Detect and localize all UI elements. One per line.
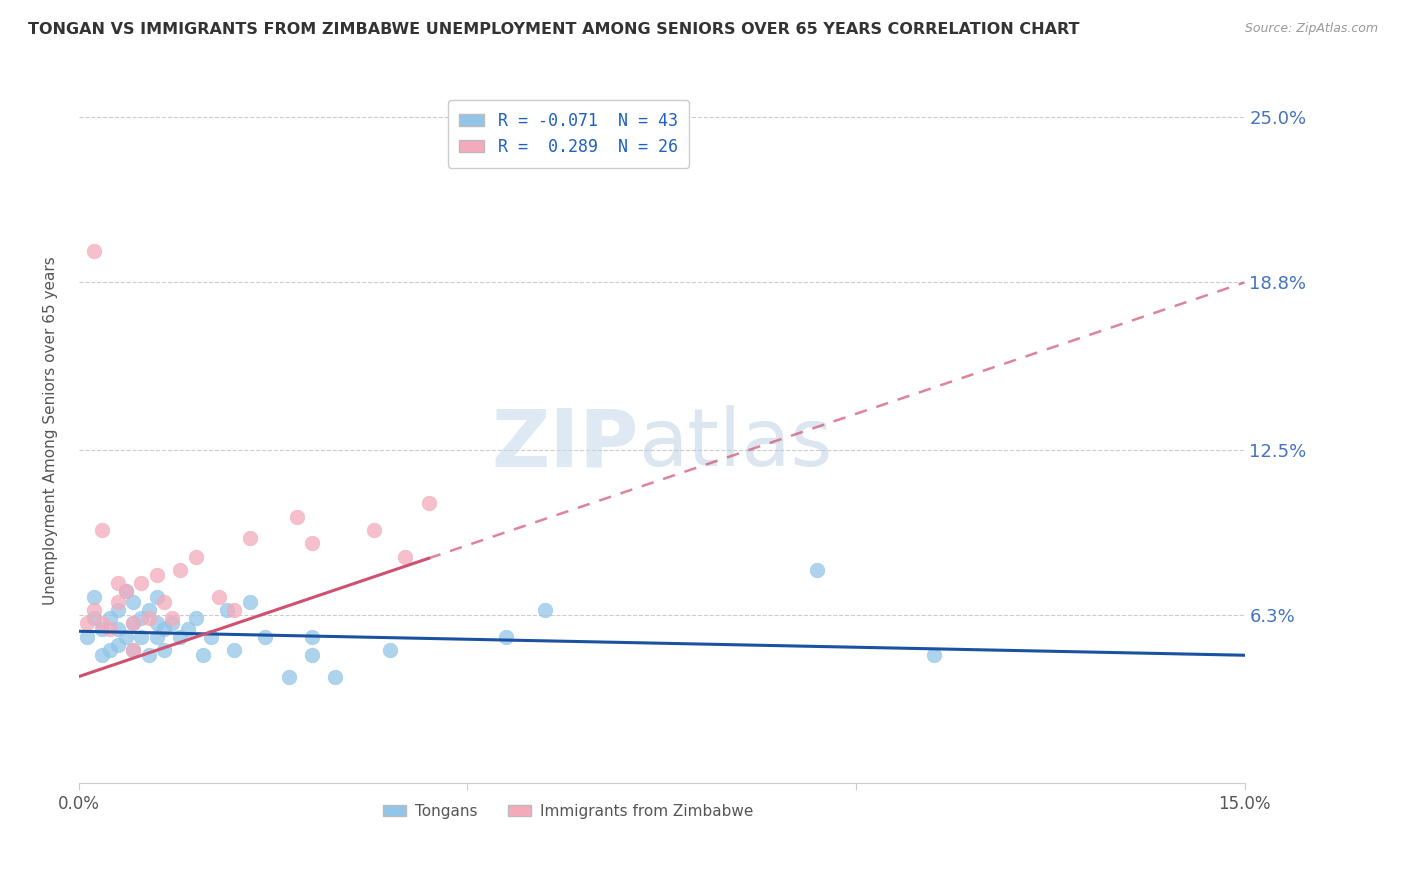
Point (153, 622, 176, 636)
Point (239, 531, 262, 545)
Text: Source: ZipAtlas.com: Source: ZipAtlas.com (1244, 22, 1378, 36)
Point (129, 611, 152, 625)
Point (169, 563, 191, 577)
Point (208, 590, 231, 604)
Point (301, 648, 323, 663)
Point (325, 669, 347, 683)
Legend: Tongans, Immigrants from Zimbabwe: Tongans, Immigrants from Zimbabwe (377, 797, 759, 825)
Point (177, 622, 200, 636)
Point (145, 568, 167, 582)
Point (184, 611, 207, 625)
Point (254, 630, 277, 644)
Point (138, 603, 160, 617)
Text: atlas: atlas (638, 405, 832, 483)
Point (129, 630, 152, 644)
Point (98, 643, 121, 657)
Point (83, 611, 105, 625)
Point (138, 611, 160, 625)
Point (107, 638, 129, 652)
Point (239, 595, 262, 609)
Point (145, 616, 167, 631)
Point (153, 595, 176, 609)
Point (98, 622, 121, 636)
Point (114, 584, 136, 599)
Point (83, 603, 105, 617)
Point (200, 630, 222, 644)
Point (922, 648, 945, 663)
Point (114, 630, 136, 644)
Point (83, 590, 105, 604)
Point (83, 244, 105, 258)
Point (394, 549, 416, 564)
Point (277, 669, 299, 683)
Point (129, 576, 152, 591)
Point (107, 622, 129, 636)
Point (91, 616, 114, 631)
Point (122, 643, 145, 657)
Point (169, 630, 191, 644)
Point (301, 630, 323, 644)
Point (122, 595, 145, 609)
Point (91, 648, 114, 663)
Point (138, 648, 160, 663)
Point (122, 616, 145, 631)
Point (76, 630, 98, 644)
Point (193, 648, 215, 663)
Point (107, 603, 129, 617)
Point (122, 643, 145, 657)
Point (107, 576, 129, 591)
Point (153, 643, 176, 657)
Point (224, 643, 246, 657)
Point (98, 611, 121, 625)
Point (145, 590, 167, 604)
Point (534, 603, 557, 617)
Point (418, 496, 440, 510)
Point (301, 536, 323, 550)
Point (76, 616, 98, 631)
Point (122, 616, 145, 631)
Point (184, 549, 207, 564)
Y-axis label: Unemployment Among Seniors over 65 years: Unemployment Among Seniors over 65 years (44, 256, 58, 605)
Point (806, 563, 828, 577)
Point (495, 630, 517, 644)
Point (215, 603, 238, 617)
Point (91, 523, 114, 537)
Point (160, 616, 183, 631)
Point (107, 595, 129, 609)
Point (114, 584, 136, 599)
Point (378, 643, 401, 657)
Point (224, 603, 246, 617)
Text: TONGAN VS IMMIGRANTS FROM ZIMBABWE UNEMPLOYMENT AMONG SENIORS OVER 65 YEARS CORR: TONGAN VS IMMIGRANTS FROM ZIMBABWE UNEMP… (28, 22, 1080, 37)
Point (363, 523, 385, 537)
Point (91, 622, 114, 636)
Point (145, 630, 167, 644)
Text: ZIP: ZIP (491, 405, 638, 483)
Point (160, 611, 183, 625)
Point (285, 509, 308, 524)
